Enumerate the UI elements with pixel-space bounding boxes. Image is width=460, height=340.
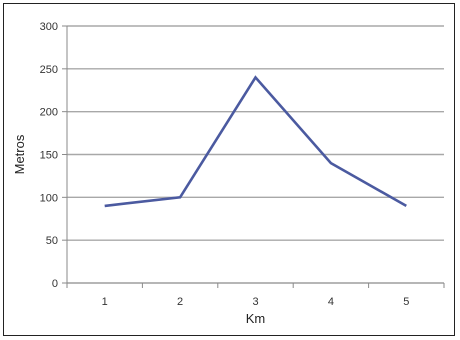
- y-tick-label: 150: [40, 150, 58, 162]
- x-tick-label: 5: [403, 296, 409, 308]
- chart-frame: [3, 3, 455, 336]
- y-tick-label: 250: [40, 64, 58, 76]
- x-tick-label: 3: [252, 296, 258, 308]
- x-tick-label: 4: [328, 296, 334, 308]
- y-tick-label: 100: [40, 192, 58, 204]
- y-tick-label: 200: [40, 107, 58, 119]
- x-tick-label: 1: [102, 296, 108, 308]
- y-tick-labels: 0 50 100 150 200 250 300: [40, 21, 58, 290]
- series-group: [104, 75, 407, 208]
- series-line-0: [104, 75, 407, 208]
- axes: [62, 25, 445, 288]
- x-axis-title: Km: [246, 311, 266, 326]
- y-axis-title: Metros: [12, 134, 27, 174]
- y-tick-label: 300: [40, 21, 58, 33]
- x-tick-labels: 1 2 3 4 5: [102, 296, 410, 308]
- gridlines: [67, 25, 444, 241]
- y-tick-label: 50: [46, 235, 58, 247]
- y-tick-label: 0: [52, 278, 58, 290]
- x-tick-label: 2: [177, 296, 183, 308]
